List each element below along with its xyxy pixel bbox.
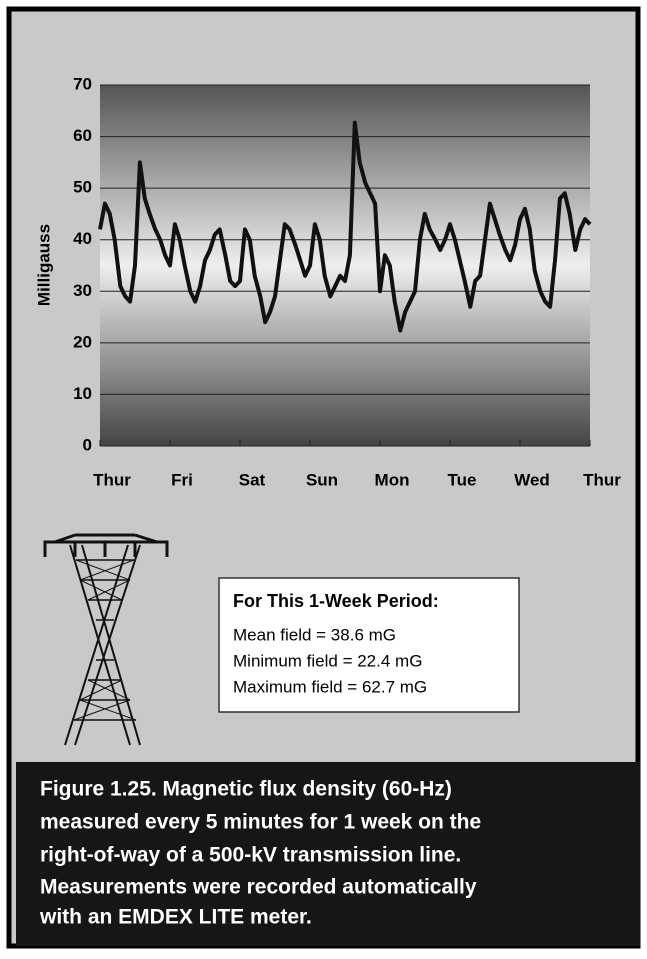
- caption-line: Measurements were recorded automatically: [40, 876, 477, 899]
- y-tick-label: 30: [73, 281, 92, 300]
- y-tick-label: 70: [73, 74, 92, 93]
- caption-line: with an EMDEX LITE meter.: [39, 906, 312, 929]
- info-line: Minimum field = 22.4 mG: [233, 651, 422, 670]
- y-tick-label: 10: [73, 384, 92, 403]
- info-line: Mean field = 38.6 mG: [233, 625, 396, 644]
- x-tick-label: Tue: [448, 470, 477, 489]
- page: Milligauss 0 10 20 30 40 50 60 70 Thur Fri Sat Sun M…: [0, 0, 647, 954]
- y-tick-label: 0: [83, 435, 92, 454]
- x-tick-label: Thur: [583, 470, 621, 489]
- x-tick-label: Wed: [514, 470, 550, 489]
- x-tick-label: Sun: [306, 470, 338, 489]
- info-line: Maximum field = 62.7 mG: [233, 677, 427, 696]
- x-tick-label: Mon: [375, 470, 410, 489]
- plot-area: [100, 85, 590, 446]
- x-tick-label: Thur: [93, 470, 131, 489]
- info-title: For This 1-Week Period:: [233, 591, 439, 611]
- y-axis-label: Milligauss: [34, 224, 53, 306]
- y-tick-label: 60: [73, 126, 92, 145]
- caption-line: measured every 5 minutes for 1 week on t…: [40, 811, 481, 834]
- x-tick-label: Fri: [171, 470, 193, 489]
- y-tick-label: 40: [73, 229, 92, 248]
- caption-line: Figure 1.25. Magnetic flux density (60-H…: [40, 778, 452, 801]
- y-tick-label: 20: [73, 332, 92, 351]
- x-tick-label: Sat: [239, 470, 266, 489]
- caption-line: right-of-way of a 500-kV transmission li…: [40, 844, 461, 867]
- y-tick-label: 50: [73, 178, 92, 197]
